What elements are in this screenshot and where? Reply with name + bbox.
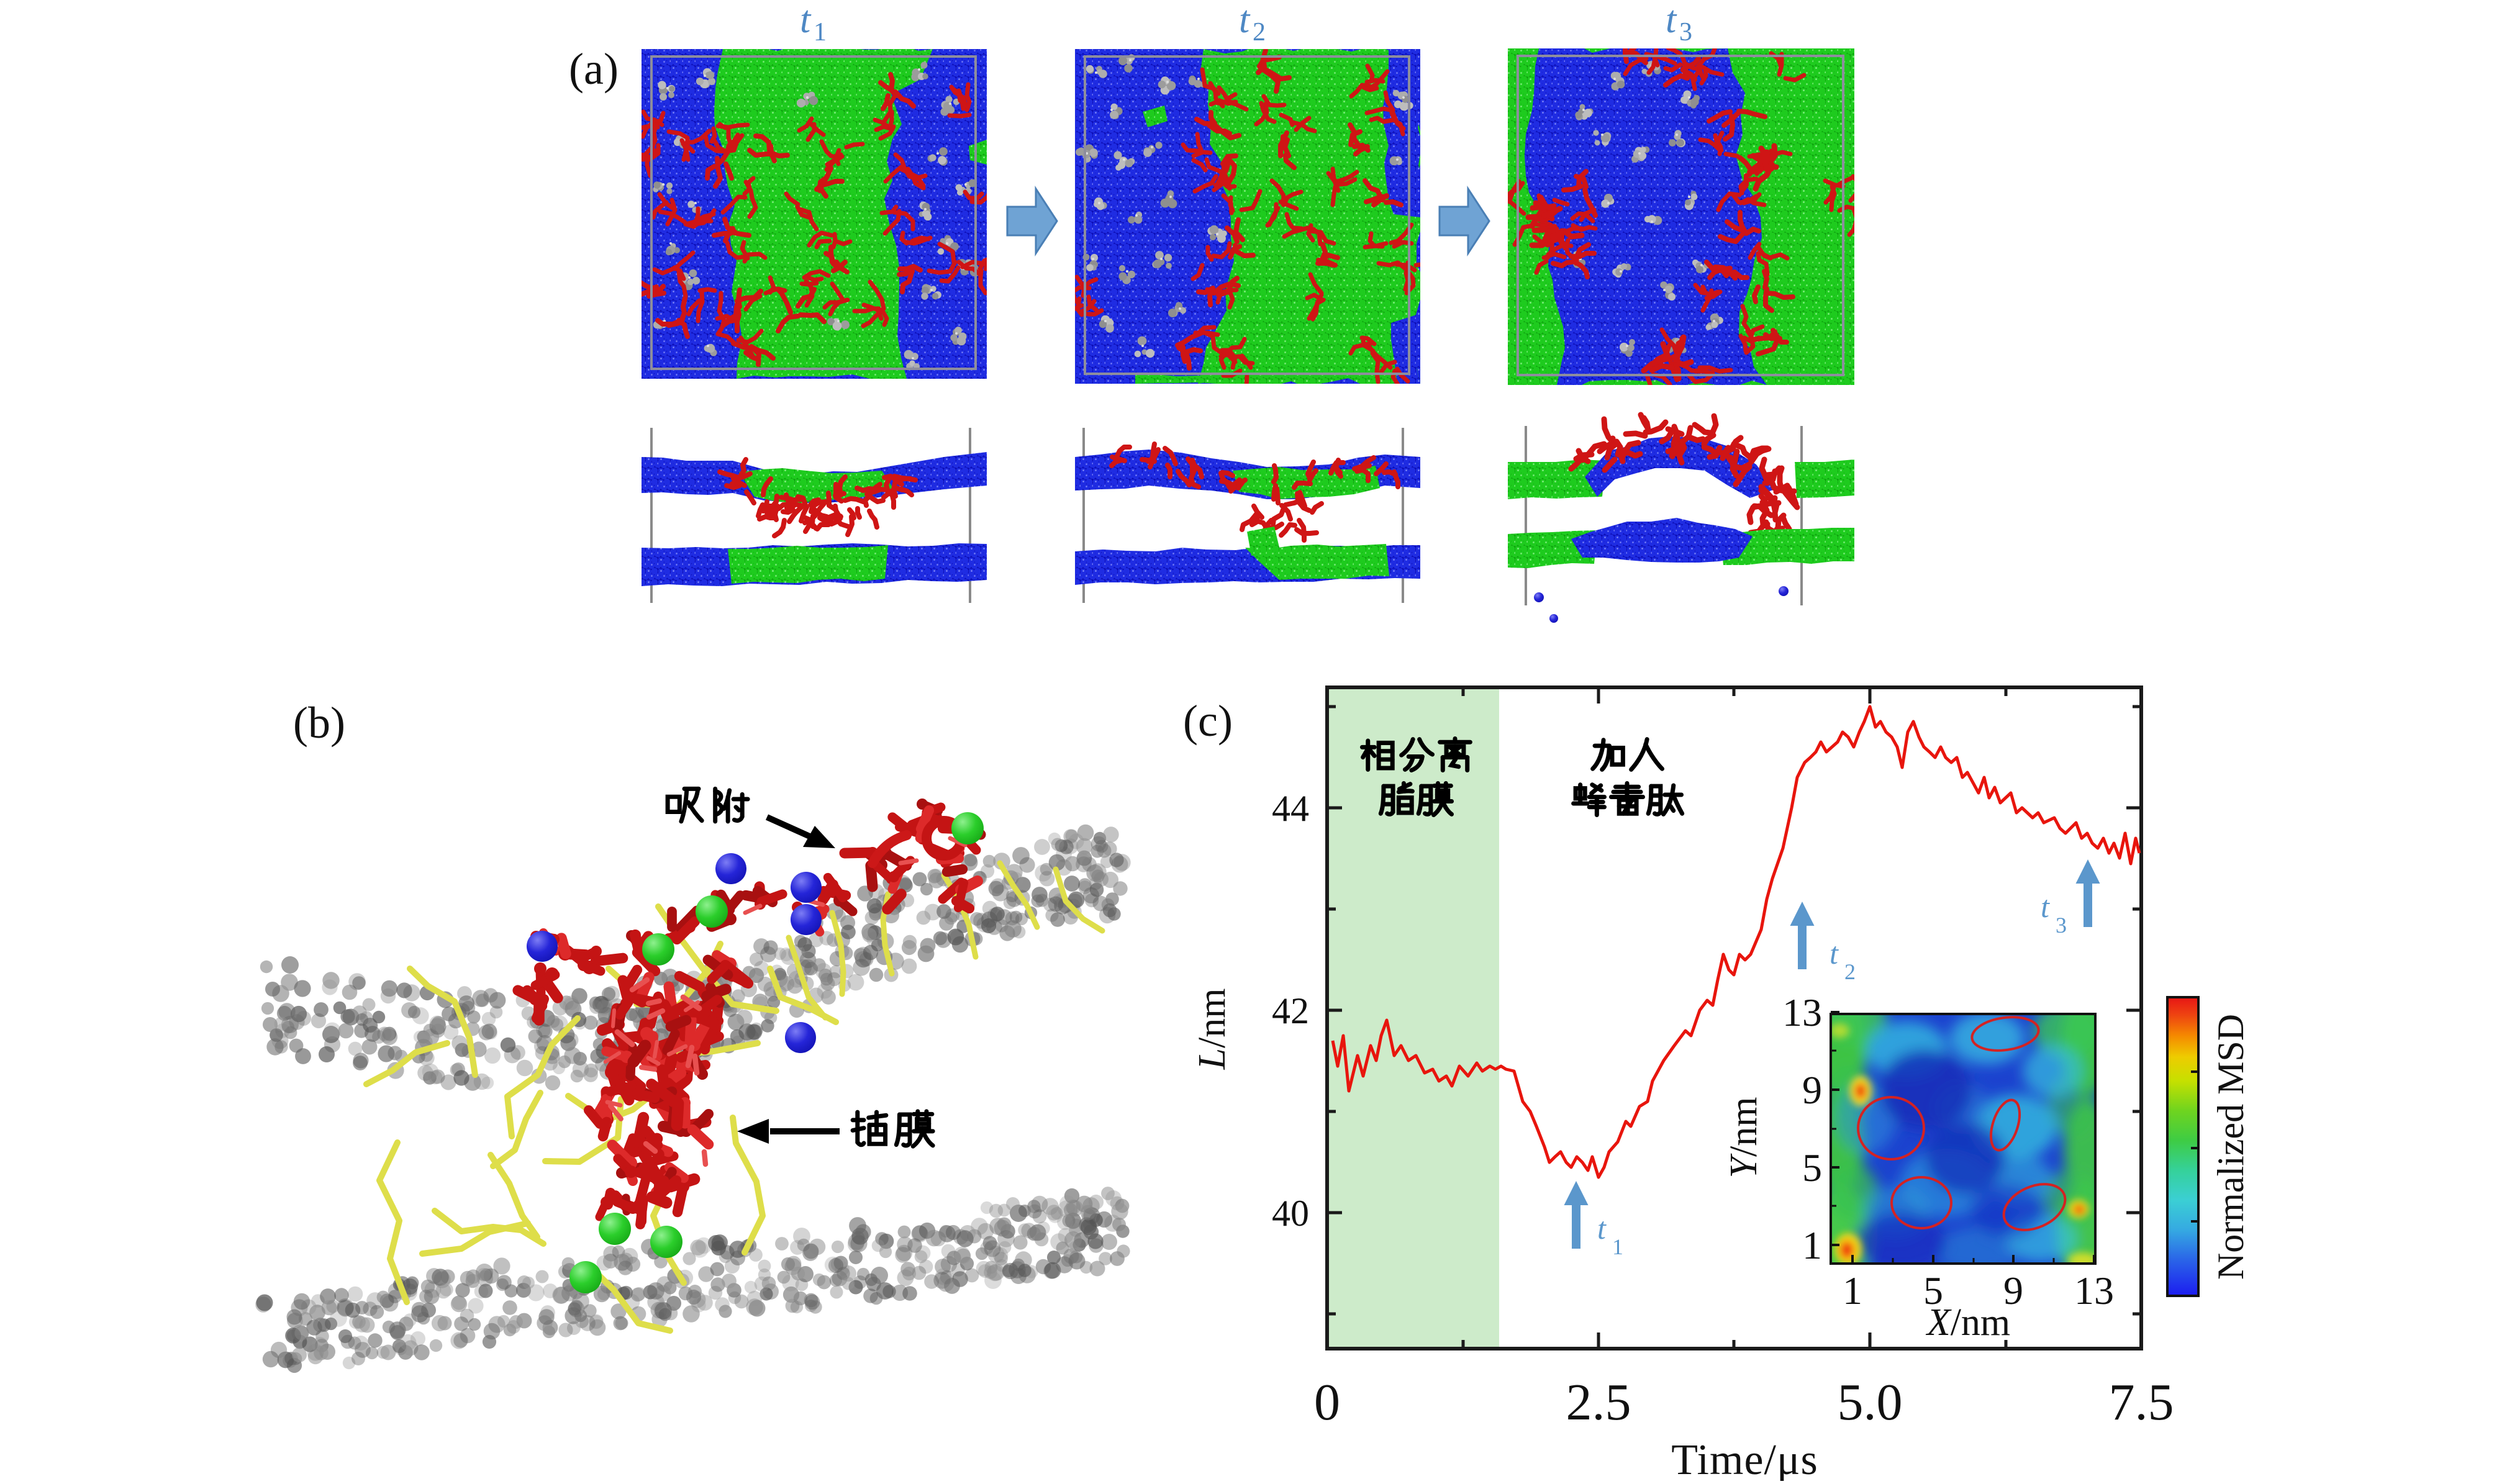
svg-text:5: 5 — [1923, 1269, 1943, 1313]
svg-text:t: t — [2041, 889, 2050, 924]
svg-text:0: 0 — [1314, 1373, 1340, 1431]
svg-text:5: 5 — [1802, 1146, 1822, 1190]
svg-text:Normalized MSD: Normalized MSD — [2210, 1014, 2251, 1280]
svg-text:t: t — [1830, 936, 1839, 970]
svg-text:40: 40 — [1272, 1193, 1309, 1234]
svg-text:44: 44 — [1272, 788, 1309, 829]
svg-text:7.5: 7.5 — [2109, 1373, 2174, 1431]
svg-text:3: 3 — [2056, 913, 2067, 938]
svg-text:3: 3 — [1679, 18, 1692, 47]
svg-text:t: t — [1666, 0, 1677, 41]
svg-text:t: t — [800, 0, 812, 41]
svg-text:Y/nm: Y/nm — [1723, 1097, 1765, 1179]
svg-text:42: 42 — [1272, 990, 1309, 1031]
svg-text:2: 2 — [1253, 18, 1266, 47]
svg-text:Time/μs: Time/μs — [1671, 1436, 1818, 1481]
svg-text:13: 13 — [1782, 990, 1822, 1034]
svg-text:(b): (b) — [293, 698, 345, 748]
svg-text:9: 9 — [1802, 1068, 1822, 1112]
svg-text:(c): (c) — [1183, 696, 1233, 746]
svg-text:13: 13 — [2074, 1269, 2114, 1313]
svg-text:(a): (a) — [569, 44, 619, 94]
svg-text:2: 2 — [1844, 959, 1856, 984]
svg-text:t: t — [1239, 0, 1251, 41]
svg-text:L/nm: L/nm — [1191, 989, 1233, 1070]
svg-text:1: 1 — [814, 18, 827, 47]
svg-text:1: 1 — [1802, 1223, 1822, 1267]
svg-text:5.0: 5.0 — [1838, 1373, 1903, 1431]
svg-text:t: t — [1597, 1211, 1607, 1246]
svg-text:1: 1 — [1843, 1269, 1862, 1313]
svg-text:9: 9 — [2003, 1269, 2023, 1313]
svg-text:2.5: 2.5 — [1566, 1373, 1631, 1431]
svg-text:X/nm: X/nm — [1925, 1301, 2010, 1344]
svg-text:1: 1 — [1612, 1234, 1623, 1259]
